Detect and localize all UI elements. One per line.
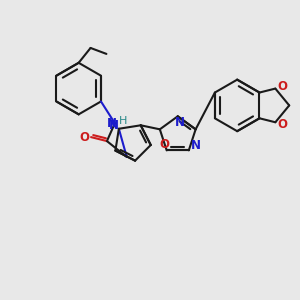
Text: N: N	[107, 117, 117, 130]
Text: O: O	[277, 80, 287, 93]
Text: H: H	[118, 116, 127, 126]
Text: O: O	[160, 138, 170, 151]
Text: N: N	[175, 116, 185, 129]
Text: O: O	[79, 130, 89, 144]
Text: O: O	[277, 118, 287, 131]
Text: N: N	[191, 139, 201, 152]
Text: N: N	[109, 119, 119, 132]
